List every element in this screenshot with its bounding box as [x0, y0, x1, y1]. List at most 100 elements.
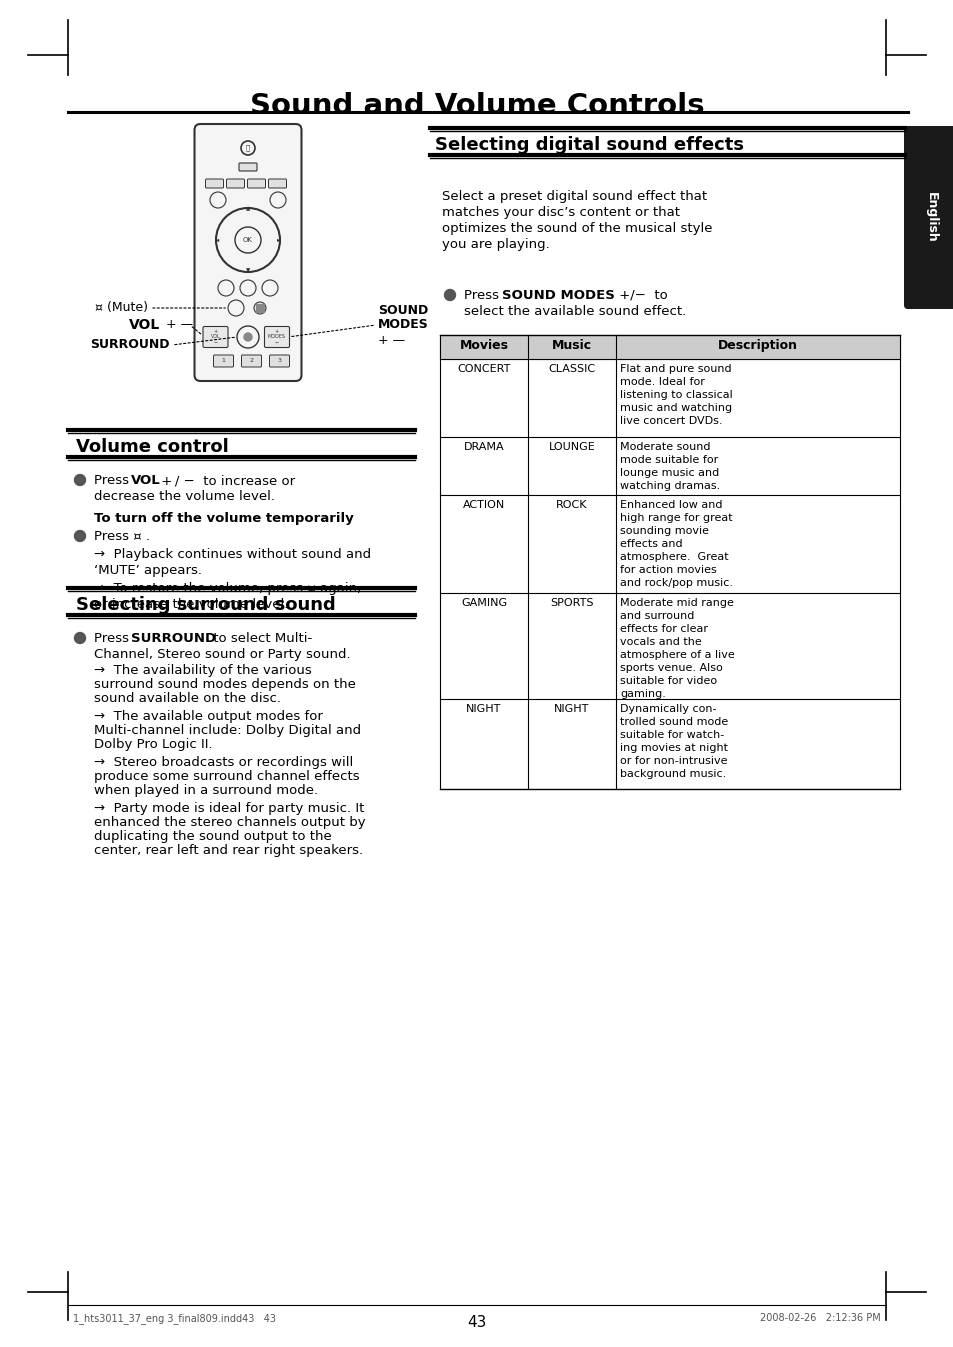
- FancyBboxPatch shape: [269, 356, 289, 366]
- Text: →  The availability of the various: → The availability of the various: [94, 664, 312, 678]
- Text: Description: Description: [718, 339, 797, 352]
- Text: Volume control: Volume control: [76, 438, 229, 457]
- Text: vocals and the: vocals and the: [619, 637, 701, 647]
- Text: SURROUND: SURROUND: [131, 632, 216, 645]
- Text: ►: ►: [276, 237, 281, 242]
- Text: SOUND: SOUND: [377, 303, 428, 317]
- Text: Multi-channel include: Dolby Digital and: Multi-channel include: Dolby Digital and: [94, 723, 361, 737]
- Text: →  Party mode is ideal for party music. It: → Party mode is ideal for party music. I…: [94, 801, 364, 815]
- Bar: [439, 335, 899, 360]
- Text: →  Playback continues without sound and: → Playback continues without sound and: [94, 548, 371, 560]
- Text: ▼: ▼: [246, 268, 250, 273]
- Text: 1: 1: [221, 358, 225, 364]
- Text: atmosphere.  Great: atmosphere. Great: [619, 552, 728, 562]
- Text: mode. Ideal for: mode. Ideal for: [619, 377, 704, 387]
- Text: music and watching: music and watching: [619, 403, 731, 414]
- Text: Flat and pure sound: Flat and pure sound: [619, 364, 731, 374]
- Text: Select a preset digital sound effect that: Select a preset digital sound effect tha…: [441, 190, 706, 203]
- Text: ‘MUTE’ appears.: ‘MUTE’ appears.: [94, 564, 202, 577]
- Text: +/−  to: +/− to: [615, 290, 667, 302]
- Text: CLASSIC: CLASSIC: [548, 364, 595, 374]
- Text: surround sound modes depends on the: surround sound modes depends on the: [94, 678, 355, 691]
- Text: listening to classical: listening to classical: [619, 391, 732, 400]
- Text: you are playing.: you are playing.: [441, 238, 549, 251]
- Circle shape: [444, 290, 455, 300]
- Text: Moderate sound: Moderate sound: [619, 442, 710, 453]
- FancyBboxPatch shape: [241, 356, 261, 366]
- Text: or increase the volume level.: or increase the volume level.: [94, 598, 288, 612]
- FancyBboxPatch shape: [268, 179, 286, 189]
- Text: ⏻: ⏻: [246, 144, 250, 151]
- Text: ◄: ◄: [214, 237, 219, 242]
- Text: +
VOL
−: + VOL −: [211, 329, 220, 345]
- Text: suitable for video: suitable for video: [619, 676, 717, 686]
- Text: NIGHT: NIGHT: [466, 704, 501, 714]
- Text: OK: OK: [243, 237, 253, 242]
- Text: + —: + —: [377, 334, 405, 346]
- Text: Dynamically con-: Dynamically con-: [619, 704, 716, 714]
- Text: SOUND MODES: SOUND MODES: [501, 290, 615, 302]
- Text: Press: Press: [94, 632, 133, 645]
- Text: gaming.: gaming.: [619, 690, 665, 699]
- Text: 43: 43: [467, 1315, 486, 1329]
- Text: MODES: MODES: [377, 318, 428, 331]
- Text: →  To restore the volume, press ¤ again,: → To restore the volume, press ¤ again,: [94, 582, 361, 595]
- Text: background music.: background music.: [619, 769, 725, 779]
- Text: Music: Music: [552, 339, 592, 352]
- Text: 1_hts3011_37_eng 3_final809.indd43   43: 1_hts3011_37_eng 3_final809.indd43 43: [73, 1313, 275, 1324]
- Text: CONCERT: CONCERT: [456, 364, 510, 374]
- FancyBboxPatch shape: [194, 124, 301, 381]
- Text: sound available on the disc.: sound available on the disc.: [94, 692, 281, 704]
- Text: matches your disc’s content or that: matches your disc’s content or that: [441, 206, 679, 220]
- Text: duplicating the sound output to the: duplicating the sound output to the: [94, 830, 332, 843]
- Text: and surround: and surround: [619, 612, 694, 621]
- Text: select the available sound effect.: select the available sound effect.: [463, 304, 685, 318]
- Text: ▲: ▲: [246, 206, 250, 211]
- Text: mode suitable for: mode suitable for: [619, 455, 718, 465]
- Text: English: English: [923, 193, 937, 242]
- Text: decrease the volume level.: decrease the volume level.: [94, 490, 274, 502]
- Text: ACTION: ACTION: [462, 500, 504, 511]
- Text: ing movies at night: ing movies at night: [619, 744, 727, 753]
- Text: produce some surround channel effects: produce some surround channel effects: [94, 770, 359, 783]
- Text: center, rear left and rear right speakers.: center, rear left and rear right speaker…: [94, 845, 363, 857]
- Text: GAMING: GAMING: [460, 598, 507, 607]
- FancyBboxPatch shape: [213, 356, 233, 366]
- Text: effects and: effects and: [619, 539, 682, 550]
- Text: +
MODES
−: + MODES −: [268, 329, 286, 345]
- Text: Movies: Movies: [459, 339, 508, 352]
- FancyBboxPatch shape: [226, 179, 244, 189]
- Text: 3: 3: [277, 358, 281, 364]
- FancyBboxPatch shape: [203, 326, 228, 348]
- Text: suitable for watch-: suitable for watch-: [619, 730, 723, 740]
- FancyBboxPatch shape: [247, 179, 265, 189]
- Text: SPORTS: SPORTS: [550, 598, 593, 607]
- Bar: [255, 304, 264, 313]
- FancyBboxPatch shape: [239, 163, 256, 171]
- Text: 2008-02-26   2:12:36 PM: 2008-02-26 2:12:36 PM: [760, 1313, 880, 1323]
- Text: lounge music and: lounge music and: [619, 467, 719, 478]
- FancyBboxPatch shape: [205, 179, 223, 189]
- Text: 2: 2: [250, 358, 253, 364]
- Text: high range for great: high range for great: [619, 513, 732, 523]
- FancyBboxPatch shape: [903, 127, 953, 308]
- Text: + —: + —: [162, 318, 193, 331]
- Text: when played in a surround mode.: when played in a surround mode.: [94, 784, 317, 797]
- Text: and rock/pop music.: and rock/pop music.: [619, 578, 732, 589]
- Circle shape: [74, 633, 86, 644]
- Text: SURROUND: SURROUND: [91, 338, 170, 352]
- Text: trolled sound mode: trolled sound mode: [619, 717, 727, 727]
- Text: effects for clear: effects for clear: [619, 624, 707, 634]
- Text: Press: Press: [94, 474, 133, 488]
- Text: DRAMA: DRAMA: [463, 442, 504, 453]
- Text: NIGHT: NIGHT: [554, 704, 589, 714]
- FancyBboxPatch shape: [264, 326, 289, 348]
- Text: Sound and Volume Controls: Sound and Volume Controls: [250, 92, 703, 120]
- Text: or for non-intrusive: or for non-intrusive: [619, 756, 727, 766]
- Text: Press: Press: [463, 290, 503, 302]
- Text: To turn off the volume temporarily: To turn off the volume temporarily: [94, 512, 354, 525]
- Text: →  Stereo broadcasts or recordings will: → Stereo broadcasts or recordings will: [94, 756, 353, 769]
- Text: Enhanced low and: Enhanced low and: [619, 500, 721, 511]
- Text: optimizes the sound of the musical style: optimizes the sound of the musical style: [441, 222, 712, 234]
- Text: Press ¤ .: Press ¤ .: [94, 529, 150, 543]
